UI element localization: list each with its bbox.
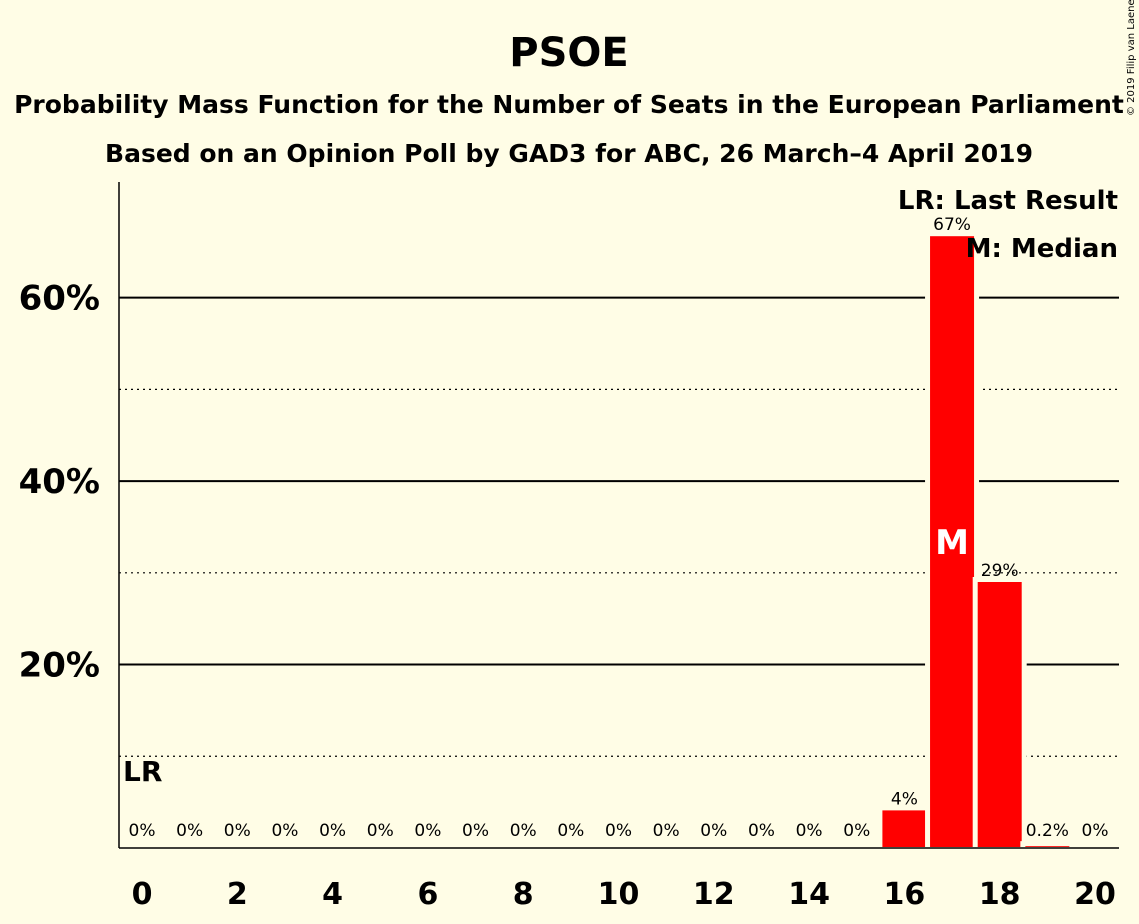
chart-title: PSOE	[509, 30, 628, 76]
x-tick-label: 14	[788, 877, 830, 912]
bar	[977, 582, 1022, 847]
legend-median: M: Median	[966, 234, 1118, 264]
bars	[877, 231, 1075, 847]
x-tick-label: 6	[417, 877, 438, 912]
legend: LR: Last Result M: Median	[898, 186, 1118, 264]
data-label: 0%	[176, 821, 203, 841]
bar	[930, 236, 975, 847]
y-tick-labels: 20% 40% 60%	[19, 279, 100, 686]
last-result-marker: LR	[123, 755, 162, 788]
data-label: 29%	[981, 561, 1019, 581]
data-label: 0%	[367, 821, 394, 841]
x-tick-labels: 0 2 4 6 8 10 12 14 16 18 20	[132, 877, 1116, 912]
data-label: 0%	[748, 821, 775, 841]
data-label: 0%	[510, 821, 537, 841]
x-tick-label: 0	[132, 877, 153, 912]
median-marker: M	[935, 523, 969, 563]
data-label: 0%	[653, 821, 680, 841]
x-tick-label: 16	[884, 877, 926, 912]
x-tick-label: 4	[322, 877, 343, 912]
x-tick-label: 2	[227, 877, 248, 912]
y-tick-label: 20%	[19, 646, 100, 686]
bar	[1025, 846, 1070, 847]
x-tick-label: 8	[513, 877, 534, 912]
data-label: 0%	[462, 821, 489, 841]
data-label: 0%	[605, 821, 632, 841]
data-label: 0%	[414, 821, 441, 841]
data-label: 0%	[557, 821, 584, 841]
data-label: 0%	[796, 821, 823, 841]
data-label: 0%	[843, 821, 870, 841]
data-label: 0%	[319, 821, 346, 841]
x-tick-label: 18	[979, 877, 1021, 912]
data-label: 0%	[700, 821, 727, 841]
data-label: 4%	[891, 789, 918, 809]
legend-lr-key: LR	[898, 186, 935, 216]
x-tick-label: 12	[693, 877, 735, 912]
y-tick-label: 40%	[19, 462, 100, 502]
x-tick-label: 10	[598, 877, 640, 912]
data-label: 0.2%	[1026, 821, 1069, 841]
data-labels: 0% 0% 0% 0% 0% 0% 0% 0% 0% 0% 0% 0% 0% 0% 0% 0% 4% 67% 29%…	[129, 215, 1109, 841]
bar-halo	[1020, 841, 1075, 847]
y-tick-label: 60%	[19, 279, 100, 319]
legend-m-text: : Median	[991, 234, 1118, 264]
copyright-text: © 2019 Filip van Laenen	[1126, 0, 1137, 116]
data-label: 0%	[224, 821, 251, 841]
legend-m-key: M	[966, 234, 992, 264]
data-label: 67%	[933, 215, 971, 235]
chart-subtitle-2: Based on an Opinion Poll by GAD3 for ABC…	[105, 139, 1033, 168]
legend-last-result: LR: Last Result	[898, 186, 1118, 216]
chart-subtitle-1: Probability Mass Function for the Number…	[14, 90, 1124, 119]
bar	[882, 810, 927, 847]
data-label: 0%	[129, 821, 156, 841]
data-label: 0%	[1082, 821, 1109, 841]
data-label: 0%	[271, 821, 298, 841]
x-tick-label: 20	[1074, 877, 1116, 912]
legend-lr-text: : Last Result	[935, 186, 1119, 216]
